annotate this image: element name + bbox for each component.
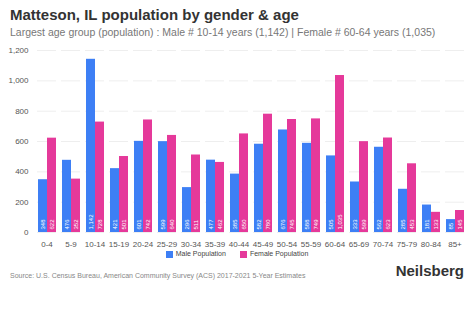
svg-text:623: 623 (385, 219, 391, 230)
svg-text:622: 622 (49, 219, 55, 230)
svg-text:181: 181 (424, 219, 430, 230)
svg-text:588: 588 (304, 219, 310, 230)
svg-text:30-34: 30-34 (181, 240, 202, 249)
svg-text:1,000: 1,000 (8, 76, 29, 85)
html-text:Source: U.S. Census Bureau, Am: Source: U.S. Census Bureau, American Com… (10, 271, 306, 279)
svg-text:25-29: 25-29 (157, 240, 178, 249)
html-text:Matteson, IL population by gen: Matteson, IL population by gender & age (10, 6, 299, 23)
svg-text:650: 650 (241, 219, 247, 230)
svg-text:348: 348 (40, 219, 46, 230)
svg-text:476: 476 (64, 219, 70, 230)
svg-text:477: 477 (208, 219, 214, 230)
svg-text:640: 640 (169, 219, 175, 230)
svg-text:728: 728 (97, 219, 103, 230)
svg-text:505: 505 (328, 219, 334, 230)
html-text:Largest age group (population): Largest age group (population) : Male # … (10, 26, 436, 38)
svg-text:35-39: 35-39 (205, 240, 226, 249)
html-text:Female Population: Female Population (249, 250, 309, 257)
svg-text:296: 296 (184, 219, 190, 230)
svg-text:20-24: 20-24 (133, 240, 154, 249)
svg-text:10-14: 10-14 (85, 240, 106, 249)
svg-text:600: 600 (15, 137, 29, 146)
html-text:Male Population: Male Population (175, 250, 226, 257)
svg-text:285: 285 (400, 219, 406, 230)
svg-text:462: 462 (217, 219, 223, 230)
svg-text:400: 400 (15, 167, 29, 176)
svg-text:562: 562 (376, 219, 382, 230)
svg-text:582: 582 (256, 219, 262, 230)
svg-text:45-49: 45-49 (253, 240, 274, 249)
html-text:Neilsberg: Neilsberg (395, 261, 464, 279)
svg-text:599: 599 (361, 219, 367, 230)
svg-text:80-84: 80-84 (421, 240, 442, 249)
svg-text:511: 511 (193, 219, 199, 229)
svg-text:15-19: 15-19 (109, 240, 130, 249)
svg-text:40-44: 40-44 (229, 240, 250, 249)
svg-text:501: 501 (121, 219, 127, 230)
svg-text:800: 800 (15, 107, 29, 116)
svg-text:133: 133 (433, 219, 439, 230)
svg-text:60-64: 60-64 (325, 240, 346, 249)
svg-text:1,200: 1,200 (8, 46, 29, 55)
svg-text:742: 742 (145, 219, 151, 230)
svg-text:5-9: 5-9 (65, 240, 77, 249)
svg-text:352: 352 (73, 219, 79, 230)
svg-text:85: 85 (448, 222, 454, 229)
svg-text:333: 333 (352, 219, 358, 230)
svg-text:601: 601 (136, 219, 142, 230)
svg-text:676: 676 (280, 219, 286, 230)
svg-text:70-74: 70-74 (373, 240, 394, 249)
svg-text:55-59: 55-59 (301, 240, 322, 249)
svg-text:50-54: 50-54 (277, 240, 298, 249)
svg-text:780: 780 (265, 219, 271, 230)
svg-text:745: 745 (289, 219, 295, 230)
svg-text:75-79: 75-79 (397, 240, 418, 249)
svg-text:0: 0 (24, 228, 29, 237)
svg-text:0-4: 0-4 (41, 240, 53, 249)
svg-text:385: 385 (232, 219, 238, 230)
svg-text:421: 421 (112, 219, 118, 230)
svg-text:1,035: 1,035 (337, 214, 343, 230)
svg-text:1,142: 1,142 (88, 214, 94, 230)
svg-text:599: 599 (160, 219, 166, 230)
svg-text:85+: 85+ (448, 240, 462, 249)
svg-text:145: 145 (457, 219, 463, 230)
svg-text:200: 200 (15, 198, 29, 207)
svg-text:65-69: 65-69 (349, 240, 370, 249)
svg-text:453: 453 (409, 219, 415, 230)
svg-text:749: 749 (313, 219, 319, 230)
